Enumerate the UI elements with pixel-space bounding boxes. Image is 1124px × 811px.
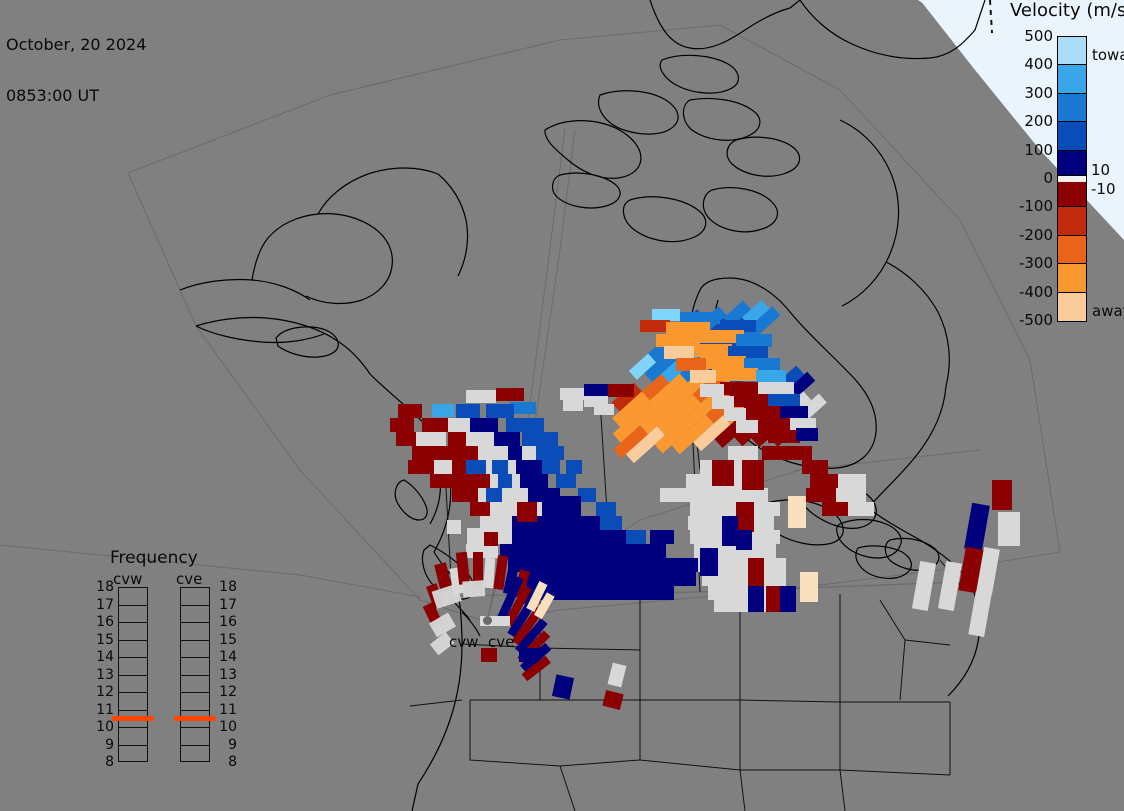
frequency-bar-cvw — [118, 587, 148, 762]
frequency-tick-12: 12 — [96, 684, 114, 700]
frequency-cell — [181, 606, 209, 623]
frequency-tick-8: 8 — [228, 754, 237, 770]
frequency-cell — [119, 606, 147, 623]
frequency-cell — [181, 588, 209, 606]
frequency-tick-10: 10 — [96, 719, 114, 735]
frequency-marker-cvw — [112, 716, 154, 722]
time-label: 0853:00 UT — [6, 86, 100, 105]
velocity-band--500-to--400 — [1058, 292, 1086, 321]
velocity-band--300-to--200 — [1058, 235, 1086, 265]
velocity-band-100-to-200 — [1058, 122, 1086, 151]
frequency-cell — [119, 623, 147, 641]
coastlines-layer — [179, 0, 986, 811]
frequency-cell — [119, 641, 147, 658]
frequency-cell — [119, 693, 147, 711]
frequency-tick-12: 12 — [219, 684, 237, 700]
frequency-cell — [181, 693, 209, 711]
frequency-cell — [181, 711, 209, 728]
velocity-tick-labels: 500 400 300 200 100 0 -100 -200 -300 -400 -500 — [1000, 0, 1053, 400]
frequency-tick-9: 9 — [228, 736, 237, 753]
frequency-tick-13: 13 — [219, 666, 237, 683]
velocity-colorbar — [1057, 36, 1087, 322]
frequency-cell — [181, 658, 209, 676]
velocity-tick-0: 0 — [1043, 169, 1053, 187]
frequency-cell — [119, 676, 147, 693]
frequency-cell — [181, 728, 209, 746]
velocity-band--200-to--100 — [1058, 207, 1086, 236]
frequency-cell — [181, 641, 209, 658]
radar-site-label-cve: cve — [488, 633, 515, 651]
velocity-band--10-to-10 — [1058, 176, 1086, 182]
frequency-tick-11: 11 — [96, 701, 114, 718]
frequency-tick-17: 17 — [96, 596, 114, 613]
velocity-tick-300: 300 — [1024, 83, 1053, 102]
frequency-tick-11: 11 — [219, 701, 237, 718]
frequency-cell — [181, 746, 209, 764]
terminator-dashed-line — [989, 0, 993, 34]
frequency-cell — [181, 623, 209, 641]
radar-site-label-cvw: cvw — [449, 633, 479, 651]
frequency-tick-17: 17 — [219, 596, 237, 613]
frequency-legend-title: Frequency — [110, 548, 198, 568]
frequency-tick-14: 14 — [96, 649, 114, 665]
velocity-band-400-to-500 — [1058, 37, 1086, 66]
frequency-cell — [119, 728, 147, 746]
frequency-tick-18: 18 — [96, 579, 114, 595]
frequency-tick-16: 16 — [96, 614, 114, 630]
frequency-column-label-cvw: cvw — [113, 570, 143, 588]
velocity-cells-layer — [390, 299, 1020, 710]
velocity-tick--100: -100 — [1018, 197, 1053, 216]
velocity-tick--500: -500 — [1018, 311, 1053, 329]
frequency-tick-9: 9 — [105, 736, 114, 753]
frequency-cell — [119, 711, 147, 728]
frequency-tick-18: 18 — [219, 579, 237, 595]
frequency-tick-10: 10 — [219, 719, 237, 735]
frequency-bar-cve — [180, 587, 210, 762]
velocity-tick--400: -400 — [1018, 282, 1053, 301]
frequency-tick-15: 15 — [96, 631, 114, 648]
velocity-tick-500: 500 — [1024, 27, 1053, 45]
frequency-tick-8: 8 — [105, 754, 114, 770]
frequency-cell — [119, 658, 147, 676]
frequency-cell — [119, 588, 147, 606]
frequency-tick-13: 13 — [96, 666, 114, 683]
velocity-band-300-to-400 — [1058, 65, 1086, 94]
velocity-toward-label: toward — [1092, 46, 1124, 64]
frequency-cell — [119, 746, 147, 764]
radar-fov-boundary — [0, 24, 1061, 623]
velocity-tick-400: 400 — [1024, 55, 1053, 74]
frequency-cell — [181, 676, 209, 693]
frequency-tick-16: 16 — [219, 614, 237, 630]
velocity-inner-bottom-label: -10 — [1091, 180, 1116, 198]
velocity-tick--300: -300 — [1018, 254, 1053, 273]
velocity-band-200-to-300 — [1058, 93, 1086, 123]
frequency-column-label-cve: cve — [176, 570, 203, 588]
frequency-tick-15: 15 — [219, 631, 237, 648]
velocity-tick-100: 100 — [1024, 140, 1053, 159]
velocity-legend-title: Velocity (m/s) — [1010, 0, 1124, 21]
radar-site-dot — [483, 616, 492, 625]
velocity-inner-top-label: 10 — [1091, 161, 1111, 179]
timestamp-block: October, 20 2024 0853:00 UT — [6, 2, 146, 138]
date-label: October, 20 2024 — [6, 35, 147, 54]
velocity-tick--200: -200 — [1018, 225, 1053, 244]
velocity-band--400-to--300 — [1058, 264, 1086, 293]
frequency-tick-14: 14 — [219, 649, 237, 665]
velocity-tick-200: 200 — [1024, 112, 1053, 131]
frequency-marker-cve — [174, 716, 216, 722]
velocity-away-label: away — [1092, 302, 1124, 320]
velocity-band--100-to--10 — [1058, 181, 1086, 208]
velocity-band-10-to-100 — [1058, 150, 1086, 177]
